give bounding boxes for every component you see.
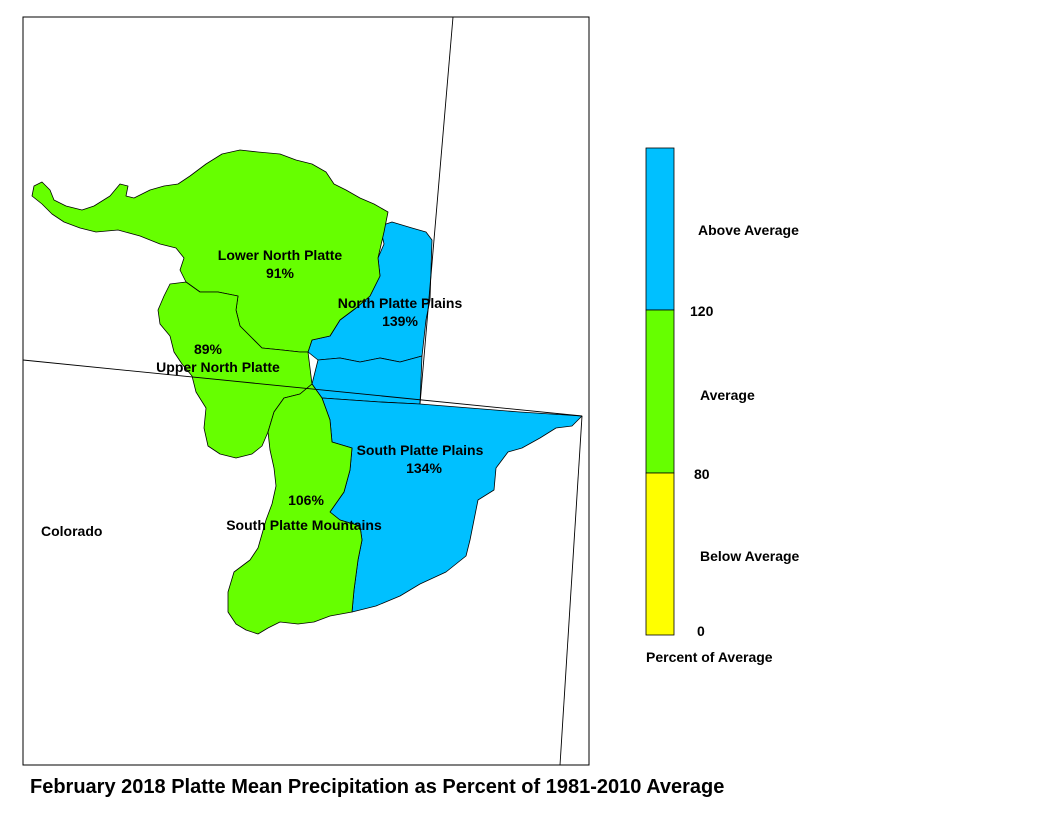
legend-swatch-below <box>645 472 675 636</box>
basin-label-upper-north-platte: Upper North Platte <box>156 359 280 375</box>
basins-layer <box>31 149 583 635</box>
legend-label-above: Above Average <box>698 222 799 238</box>
legend-label-below: Below Average <box>700 548 800 564</box>
basin-value-lower-north-platte: 91% <box>266 265 295 281</box>
legend-title: Percent of Average <box>646 649 773 665</box>
map-title: February 2018 Platte Mean Precipitation … <box>30 776 724 798</box>
legend-swatch-above <box>645 147 675 311</box>
basin-value-upper-north-platte: 89% <box>194 341 223 357</box>
basin-value-south-platte-mountains: 106% <box>288 492 324 508</box>
basin-south-platte-mountains[interactable] <box>227 383 363 635</box>
basin-value-north-platte-plains: 139% <box>382 313 418 329</box>
basin-label-south-platte-mountains: South Platte Mountains <box>226 517 382 533</box>
legend-break-120: 120 <box>690 303 714 319</box>
basin-label-south-platte-plains: South Platte Plains <box>357 442 484 458</box>
legend-swatch-average <box>645 309 675 474</box>
kansas-boundary-line <box>559 415 583 766</box>
legend-break-0: 0 <box>697 623 705 639</box>
basin-label-lower-north-platte: Lower North Platte <box>218 247 343 263</box>
boundary-lines <box>22 16 583 766</box>
state-label-colorado: Colorado <box>41 523 102 539</box>
legend-break-80: 80 <box>694 466 710 482</box>
wyoming-colorado-boundary <box>22 359 583 417</box>
basin-value-south-platte-plains: 134% <box>406 460 442 476</box>
basin-plains-connector <box>311 355 423 405</box>
legend: Above Average Average Below Average 120 … <box>645 147 800 665</box>
nebraska-boundary-line <box>419 16 454 405</box>
legend-label-average: Average <box>700 387 755 403</box>
basin-label-north-platte-plains: North Platte Plains <box>338 295 463 311</box>
basin-lower-north-platte[interactable] <box>31 149 389 353</box>
